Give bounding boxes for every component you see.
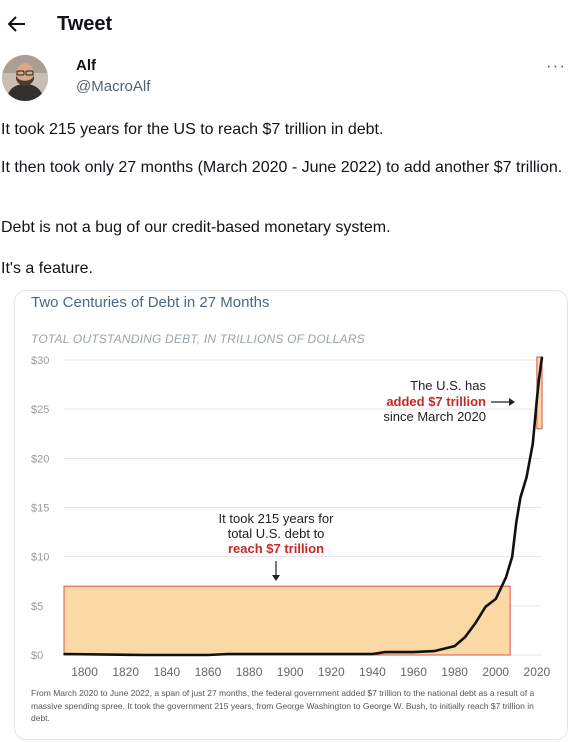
x-tick-label: 1920	[318, 665, 345, 679]
x-tick-label: 1940	[359, 665, 386, 679]
data-point	[464, 636, 466, 639]
data-point	[320, 653, 322, 655]
y-tick-label: $20	[31, 453, 49, 465]
data-point	[433, 650, 435, 652]
data-point	[412, 651, 415, 653]
arrow-down-icon	[272, 561, 280, 581]
chart-title: Two Centuries of Debt in 27 Months	[31, 294, 270, 311]
x-tick-label: 1840	[153, 665, 180, 679]
x-tick-label: 1880	[236, 665, 263, 679]
highlight-box	[63, 585, 511, 656]
data-point	[538, 378, 540, 381]
data-point	[474, 622, 477, 625]
tweet-line-1: It took 215 years for the US to reach $7…	[1, 121, 384, 138]
top-bar: Tweet	[0, 0, 576, 50]
data-point	[453, 645, 456, 647]
data-point	[525, 476, 528, 478]
data-point	[227, 653, 230, 655]
debt-line-chart: $0 $5 $10 $15 $20 $25 $30 1800 1820 1840 1860 1880…	[31, 355, 551, 679]
annotation-left-2: total U.S. debt to	[228, 526, 325, 541]
author-name[interactable]: Alf	[76, 57, 96, 74]
chart-subtitle: TOTAL OUTSTANDING DEBT, IN TRILLIONS OF …	[31, 332, 365, 346]
data-point	[519, 496, 522, 499]
data-point	[63, 653, 65, 655]
data-point	[494, 598, 497, 600]
more-horizontal-icon[interactable]: ···	[546, 56, 566, 75]
annotation-right-2: added $7 trillion	[386, 394, 486, 409]
y-tick-label: $15	[31, 503, 49, 515]
data-point	[536, 398, 538, 401]
data-point	[207, 654, 209, 656]
data-point	[505, 576, 507, 579]
author-handle[interactable]: @MacroAlf	[76, 78, 151, 95]
x-tick-label: 2020	[524, 665, 551, 679]
y-tick-label: $30	[31, 355, 49, 367]
x-tick-label: 2000	[482, 665, 509, 679]
tweet-line-4: It's a feature.	[1, 260, 93, 277]
page-title: Tweet	[57, 13, 113, 35]
data-point	[330, 653, 333, 655]
arrow-right-icon	[491, 398, 515, 406]
arrow-left-icon[interactable]	[5, 12, 29, 36]
y-tick-label: $25	[31, 404, 49, 416]
data-point	[515, 521, 518, 524]
annotation-left-1: It took 215 years for	[219, 511, 335, 526]
data-point	[383, 651, 386, 653]
x-tick-label: 1860	[195, 665, 222, 679]
annotation-right-1: The U.S. has	[410, 378, 486, 393]
tweet-image[interactable]: Two Centuries of Debt in 27 Months TOTAL…	[14, 290, 568, 740]
x-tick-label: 1820	[112, 665, 139, 679]
x-tick-label: 1900	[277, 665, 304, 679]
x-tick-label: 1960	[400, 665, 427, 679]
annotation-left-3: reach $7 trillion	[228, 541, 324, 556]
tweet-line-3: Debt is not a bug of our credit-based mo…	[1, 219, 391, 236]
chart-footnote: From March 2020 to June 2022, a span of …	[31, 688, 535, 723]
data-point	[484, 606, 487, 608]
data-point	[511, 555, 514, 558]
annotation-right-3: since March 2020	[383, 409, 486, 424]
data-point	[145, 654, 148, 656]
y-tick-label: $5	[31, 601, 43, 613]
x-tick-label: 1980	[441, 665, 468, 679]
avatar[interactable]	[2, 55, 48, 101]
data-point	[531, 442, 534, 445]
data-point	[289, 653, 291, 655]
data-point	[371, 653, 374, 655]
y-tick-label: $0	[31, 650, 43, 662]
data-point	[541, 356, 543, 358]
tweet-line-2: It then took only 27 months (March 2020 …	[1, 159, 563, 176]
y-tick-label: $10	[31, 552, 49, 564]
x-tick-label: 1800	[71, 665, 98, 679]
